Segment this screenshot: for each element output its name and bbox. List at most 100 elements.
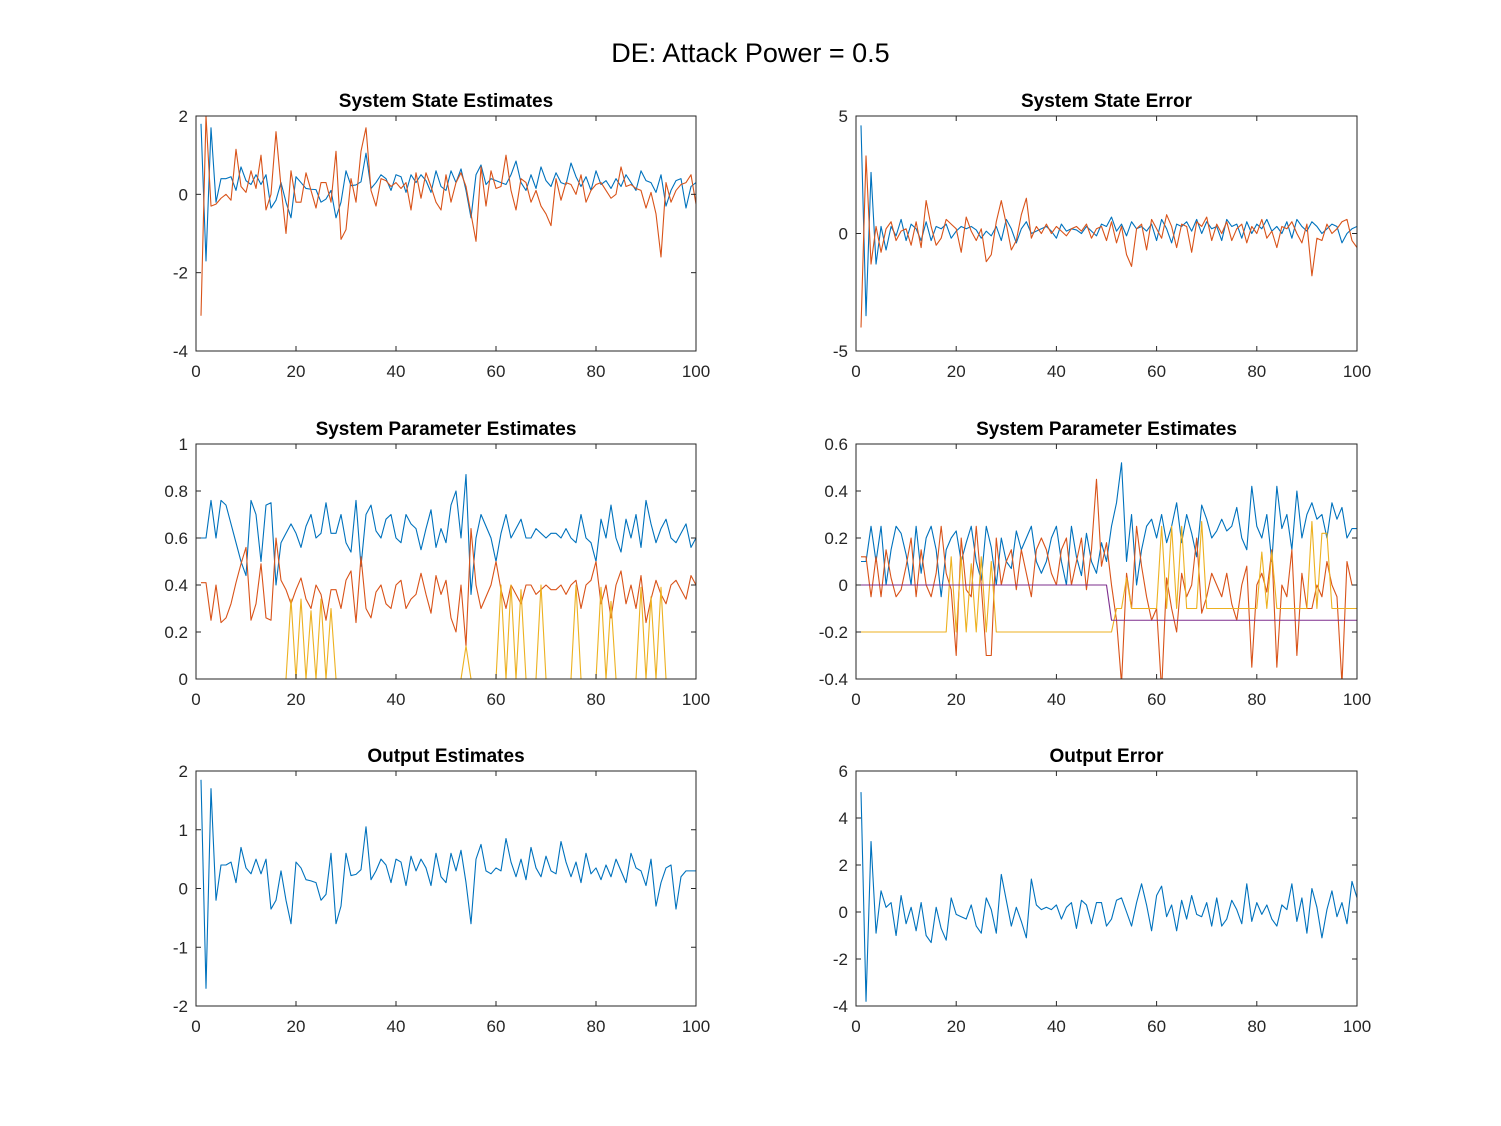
x-tick-label: 80 <box>587 1017 606 1036</box>
axes-box <box>195 115 697 352</box>
x-tick-label: 40 <box>387 362 406 381</box>
x-tick-label: 0 <box>191 362 200 381</box>
series-line-2 <box>200 116 696 316</box>
x-tick-label: 80 <box>587 362 606 381</box>
x-tick-label: 20 <box>287 1017 306 1036</box>
series-line-2 <box>201 528 696 647</box>
plot-area <box>196 116 696 351</box>
x-tick-label: 40 <box>1047 690 1066 709</box>
y-tick-label: 4 <box>839 809 848 828</box>
y-tick-label: -5 <box>833 342 848 361</box>
x-tick-label: 20 <box>287 690 306 709</box>
y-tick-label: 0 <box>179 185 188 204</box>
series-line-1 <box>201 473 696 595</box>
y-tick-label: 5 <box>839 107 848 126</box>
y-tick-label: 2 <box>179 107 188 126</box>
series-line-1 <box>860 792 1357 1002</box>
y-tick-label: 1 <box>179 821 188 840</box>
y-tick-label: 1 <box>179 435 188 454</box>
subplot-3: 0 20 40 60 80 100 0 0.2 0.4 0.6 0.8 1 System Paramet… <box>164 419 710 709</box>
x-tick-label: 40 <box>1047 362 1066 381</box>
x-tick-label: 0 <box>851 1017 860 1036</box>
series-line-1 <box>200 123 696 262</box>
x-tick-label: 60 <box>487 362 506 381</box>
x-tick-label: 100 <box>682 362 710 381</box>
plot-area <box>196 771 696 1006</box>
subplot-title: Output Error <box>1050 746 1165 767</box>
series-line-2 <box>860 155 1357 328</box>
subplot-6: 0 20 40 60 80 100 -4 -2 0 2 4 6 Output Error <box>833 746 1371 1036</box>
y-tick-label: -4 <box>833 997 848 1016</box>
x-tick-label: 0 <box>191 1017 200 1036</box>
y-tick-label: 0 <box>179 880 188 899</box>
subplot-5: 0 20 40 60 80 100 -2 -1 0 1 2 Output Estimates <box>173 746 710 1036</box>
y-tick-label: -2 <box>173 264 188 283</box>
x-tick-label: 20 <box>947 1017 966 1036</box>
x-tick-label: 0 <box>851 690 860 709</box>
y-tick-label: 0.4 <box>824 482 848 501</box>
y-tick-label: -0.4 <box>819 670 848 689</box>
y-tick-label: 0 <box>179 670 188 689</box>
subplot-title: Output Estimates <box>367 746 524 767</box>
series-line-4 <box>861 584 1357 621</box>
y-tick-label: 0.6 <box>164 529 188 548</box>
x-tick-label: 80 <box>1247 362 1266 381</box>
plot-area <box>196 444 696 679</box>
y-tick-label: 0.6 <box>824 435 848 454</box>
x-tick-label: 80 <box>1247 1017 1266 1036</box>
series-line-1 <box>860 125 1357 317</box>
x-tick-label: 80 <box>1247 690 1266 709</box>
axes-box <box>195 443 697 680</box>
y-tick-label: -4 <box>173 342 188 361</box>
y-tick-label: 0 <box>839 225 848 244</box>
y-tick-label: 2 <box>839 856 848 875</box>
x-tick-label: 60 <box>1147 1017 1166 1036</box>
x-tick-label: 100 <box>1343 362 1371 381</box>
x-tick-label: 100 <box>1343 690 1371 709</box>
y-tick-label: 0.8 <box>164 482 188 501</box>
subplot-title: System Parameter Estimates <box>316 419 577 440</box>
x-tick-label: 60 <box>1147 362 1166 381</box>
x-tick-label: 20 <box>947 690 966 709</box>
x-tick-label: 100 <box>682 1017 710 1036</box>
plot-area <box>856 771 1357 1006</box>
x-tick-label: 80 <box>587 690 606 709</box>
y-tick-label: 6 <box>839 762 848 781</box>
axes-box <box>855 443 1358 680</box>
y-tick-label: -2 <box>173 997 188 1016</box>
x-tick-label: 0 <box>191 690 200 709</box>
x-tick-label: 100 <box>682 690 710 709</box>
y-tick-label: 0.2 <box>164 623 188 642</box>
subplot-title: System State Error <box>1021 91 1193 112</box>
plot-area <box>856 116 1357 351</box>
x-tick-label: 60 <box>487 1017 506 1036</box>
y-tick-label: 0.4 <box>164 576 188 595</box>
subplot-title: System Parameter Estimates <box>976 419 1237 440</box>
x-tick-label: 60 <box>1147 690 1166 709</box>
x-tick-label: 40 <box>1047 1017 1066 1036</box>
y-tick-label: -0.2 <box>819 623 848 642</box>
x-tick-label: 100 <box>1343 1017 1371 1036</box>
x-tick-label: 0 <box>851 362 860 381</box>
figure-title: DE: Attack Power = 0.5 <box>611 38 890 68</box>
subplot-4: 0 20 40 60 80 100 -0.4 -0.2 0 0.2 0.4 0.6 System Par… <box>819 419 1371 709</box>
series-line-2 <box>861 478 1357 679</box>
axes-box <box>855 770 1358 1007</box>
x-tick-label: 40 <box>387 1017 406 1036</box>
y-tick-label: 2 <box>179 762 188 781</box>
series-line-3 <box>861 520 1357 633</box>
subplot-1: 0 20 40 60 80 100 -4 -2 0 2 System State Estimates <box>173 91 710 381</box>
x-tick-label: 20 <box>947 362 966 381</box>
y-tick-label: -2 <box>833 950 848 969</box>
series-line-1 <box>200 779 696 989</box>
x-tick-label: 40 <box>387 690 406 709</box>
y-tick-label: 0 <box>839 576 848 595</box>
series-line-1 <box>861 462 1357 598</box>
series-line-3 <box>201 584 696 679</box>
y-tick-label: 0.2 <box>824 529 848 548</box>
x-tick-label: 20 <box>287 362 306 381</box>
subplot-title: System State Estimates <box>339 91 553 112</box>
